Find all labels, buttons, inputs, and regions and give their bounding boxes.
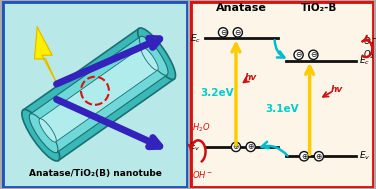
Polygon shape (23, 28, 174, 161)
Circle shape (309, 50, 318, 60)
Text: ⊖: ⊖ (220, 28, 226, 37)
Text: TiO₂-B: TiO₂-B (301, 3, 337, 13)
Ellipse shape (22, 110, 60, 161)
Polygon shape (40, 47, 158, 142)
Text: $E_c$: $E_c$ (359, 55, 370, 67)
Circle shape (231, 142, 241, 152)
Circle shape (300, 152, 309, 161)
Text: Anatase: Anatase (216, 3, 267, 13)
Text: $E_v$: $E_v$ (359, 150, 371, 163)
Text: hv: hv (244, 73, 257, 82)
Text: ⊕: ⊕ (301, 152, 307, 161)
Ellipse shape (141, 47, 158, 70)
Polygon shape (190, 1, 374, 188)
Ellipse shape (39, 119, 56, 142)
Text: hv: hv (331, 85, 343, 94)
Ellipse shape (138, 28, 176, 79)
Text: ⊕: ⊕ (316, 152, 322, 161)
Text: Anatase/TiO₂(B) nanotube: Anatase/TiO₂(B) nanotube (29, 169, 161, 178)
Circle shape (218, 28, 227, 37)
Polygon shape (30, 37, 167, 152)
Circle shape (233, 28, 243, 37)
Polygon shape (35, 27, 56, 81)
Text: ⊖: ⊖ (310, 50, 317, 59)
Text: ⊕: ⊕ (233, 142, 239, 151)
Text: ⊖: ⊖ (296, 50, 302, 59)
Circle shape (246, 142, 255, 152)
Text: $OH^-$: $OH^-$ (192, 170, 213, 180)
Text: ⊖: ⊖ (235, 28, 241, 37)
Text: 3.1eV: 3.1eV (265, 104, 299, 114)
Ellipse shape (139, 36, 168, 75)
Circle shape (294, 50, 303, 60)
Text: ⊕: ⊕ (247, 142, 254, 151)
Text: $E_v$: $E_v$ (190, 141, 201, 153)
Text: 3.2eV: 3.2eV (201, 88, 234, 98)
Text: $O_2^-$: $O_2^-$ (363, 35, 376, 49)
Text: $O_2$: $O_2$ (363, 49, 375, 61)
Ellipse shape (29, 114, 58, 153)
Polygon shape (2, 1, 188, 188)
Text: $H_2O$: $H_2O$ (192, 122, 210, 134)
Circle shape (314, 152, 323, 161)
Text: $E_c$: $E_c$ (190, 32, 201, 45)
